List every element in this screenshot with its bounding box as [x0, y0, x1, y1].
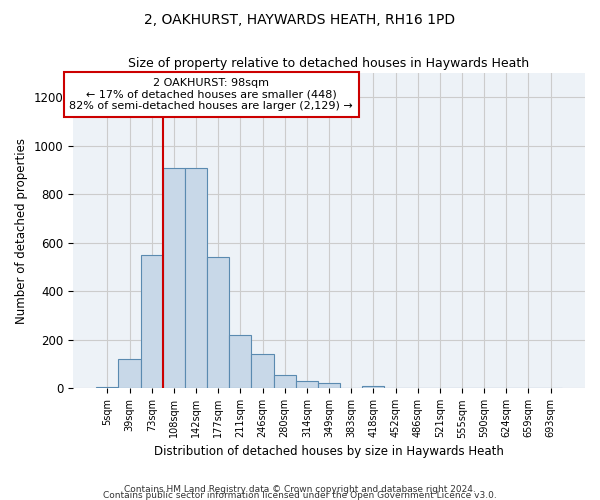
- Bar: [96, 387, 118, 388]
- Bar: [251, 354, 274, 388]
- Text: Contains HM Land Registry data © Crown copyright and database right 2024.: Contains HM Land Registry data © Crown c…: [124, 485, 476, 494]
- Title: Size of property relative to detached houses in Haywards Heath: Size of property relative to detached ho…: [128, 58, 530, 70]
- Text: Contains public sector information licensed under the Open Government Licence v3: Contains public sector information licen…: [103, 490, 497, 500]
- Bar: [318, 384, 340, 388]
- Text: 2 OAKHURST: 98sqm
← 17% of detached houses are smaller (448)
82% of semi-detache: 2 OAKHURST: 98sqm ← 17% of detached hous…: [70, 78, 353, 111]
- Bar: [140, 255, 163, 388]
- Bar: [274, 375, 296, 388]
- Bar: [362, 386, 385, 388]
- X-axis label: Distribution of detached houses by size in Haywards Heath: Distribution of detached houses by size …: [154, 444, 504, 458]
- Y-axis label: Number of detached properties: Number of detached properties: [15, 138, 28, 324]
- Bar: [207, 258, 229, 388]
- Bar: [185, 168, 207, 388]
- Bar: [163, 168, 185, 388]
- Bar: [229, 335, 251, 388]
- Bar: [118, 359, 140, 388]
- Text: 2, OAKHURST, HAYWARDS HEATH, RH16 1PD: 2, OAKHURST, HAYWARDS HEATH, RH16 1PD: [145, 12, 455, 26]
- Bar: [296, 381, 318, 388]
